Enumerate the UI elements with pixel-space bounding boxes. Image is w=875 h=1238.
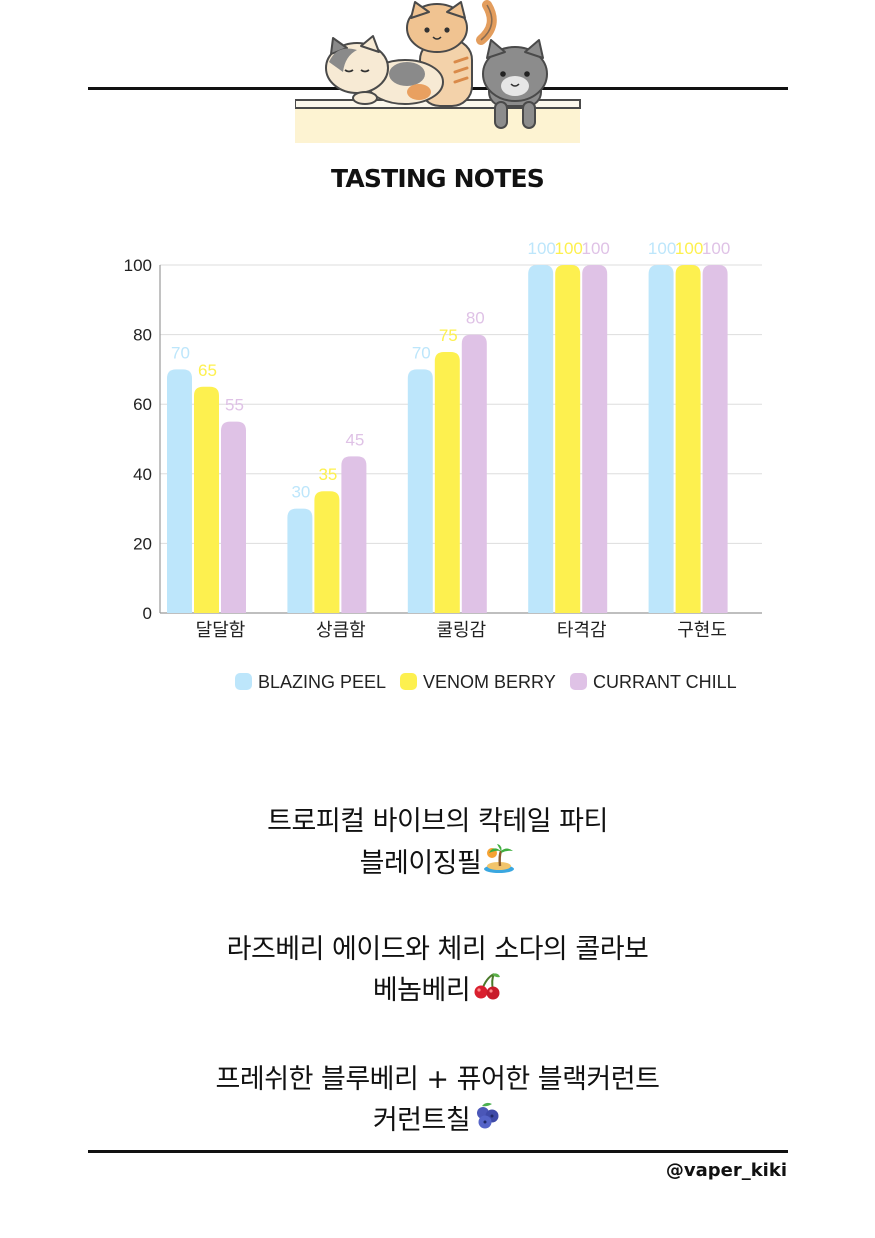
bar-value-label: 45 bbox=[345, 430, 364, 449]
bar-value-label: 75 bbox=[439, 326, 458, 345]
legend-label: CURRANT CHILL bbox=[593, 672, 737, 692]
bar bbox=[287, 508, 313, 613]
bar-value-label: 100 bbox=[675, 239, 703, 258]
bar bbox=[555, 265, 581, 613]
y-tick-label: 60 bbox=[133, 395, 152, 414]
note-2-description: 라즈베리 에이드와 체리 소다의 콜라보 bbox=[226, 934, 649, 965]
note-1-description: 트로피컬 바이브의 칵테일 파티 bbox=[267, 806, 608, 837]
bar bbox=[407, 369, 433, 613]
bar bbox=[341, 456, 367, 613]
bar bbox=[582, 265, 608, 613]
x-tick-label: 달달함 bbox=[196, 620, 246, 640]
y-tick-label: 100 bbox=[124, 256, 152, 275]
note-3-title: 커런트칠 bbox=[372, 1105, 471, 1136]
bar-value-label: 100 bbox=[582, 239, 610, 258]
bar-value-label: 100 bbox=[648, 239, 676, 258]
note-3: 프레쉬한 블루베리 + 퓨어한 블랙커런트 커런트칠 bbox=[0, 1060, 875, 1142]
bar bbox=[221, 421, 246, 613]
bar-value-label: 55 bbox=[225, 396, 244, 415]
y-tick-label: 20 bbox=[133, 534, 152, 553]
bar bbox=[461, 334, 487, 613]
x-tick-label: 상큼함 bbox=[316, 620, 366, 640]
note-2-name: 베놈베리 bbox=[0, 970, 875, 1012]
bar bbox=[675, 265, 701, 613]
bar bbox=[434, 352, 460, 613]
desert-island-icon bbox=[483, 842, 515, 886]
legend-swatch bbox=[235, 673, 252, 690]
y-tick-label: 0 bbox=[143, 604, 152, 623]
bar bbox=[702, 265, 728, 613]
legend-label: VENOM BERRY bbox=[423, 672, 556, 692]
bar-value-label: 80 bbox=[466, 309, 485, 328]
y-tick-label: 80 bbox=[133, 326, 152, 345]
tasting-bar-chart: 0 20 40 60 80 100 70 65 55 달달함 30 35 45 상큼함 70 75 80 쿨링감… bbox=[124, 239, 762, 692]
bar bbox=[648, 265, 674, 613]
bar bbox=[194, 386, 219, 613]
bar bbox=[528, 265, 554, 613]
bar bbox=[314, 491, 340, 613]
bar-value-label: 65 bbox=[198, 361, 217, 380]
bottom-divider bbox=[88, 1150, 788, 1153]
cherry-icon bbox=[472, 970, 502, 1012]
author-handle: @vaper_kiki bbox=[665, 1160, 787, 1181]
bar-value-label: 70 bbox=[171, 343, 190, 362]
legend-label: BLAZING PEEL bbox=[258, 672, 386, 692]
bar-value-label: 100 bbox=[702, 239, 730, 258]
y-tick-label: 40 bbox=[133, 465, 152, 484]
note-1-title: 블레이징필 bbox=[359, 848, 482, 879]
note-2: 라즈베리 에이드와 체리 소다의 콜라보 베놈베리 bbox=[0, 930, 875, 1012]
x-tick-label: 타격감 bbox=[557, 620, 607, 640]
blueberries-icon bbox=[472, 1100, 502, 1142]
bar-value-label: 70 bbox=[412, 343, 431, 362]
x-tick-label: 쿨링감 bbox=[436, 620, 486, 640]
chart-title: TASTING NOTES bbox=[331, 164, 545, 193]
cats-illustration bbox=[295, 0, 581, 143]
bar bbox=[167, 369, 192, 613]
bar-value-label: 100 bbox=[555, 239, 583, 258]
bar-value-label: 30 bbox=[291, 483, 310, 502]
legend-swatch bbox=[570, 673, 587, 690]
note-2-title: 베놈베리 bbox=[372, 975, 471, 1006]
note-3-description: 프레쉬한 블루베리 + 퓨어한 블랙커런트 bbox=[215, 1064, 660, 1095]
x-tick-label: 구현도 bbox=[677, 620, 727, 640]
note-3-name: 커런트칠 bbox=[0, 1100, 875, 1142]
bar-value-label: 100 bbox=[528, 239, 556, 258]
bar-value-label: 35 bbox=[318, 465, 337, 484]
note-1: 트로피컬 바이브의 칵테일 파티 블레이징필 bbox=[0, 802, 875, 886]
note-1-name: 블레이징필 bbox=[0, 842, 875, 886]
legend-swatch bbox=[400, 673, 417, 690]
